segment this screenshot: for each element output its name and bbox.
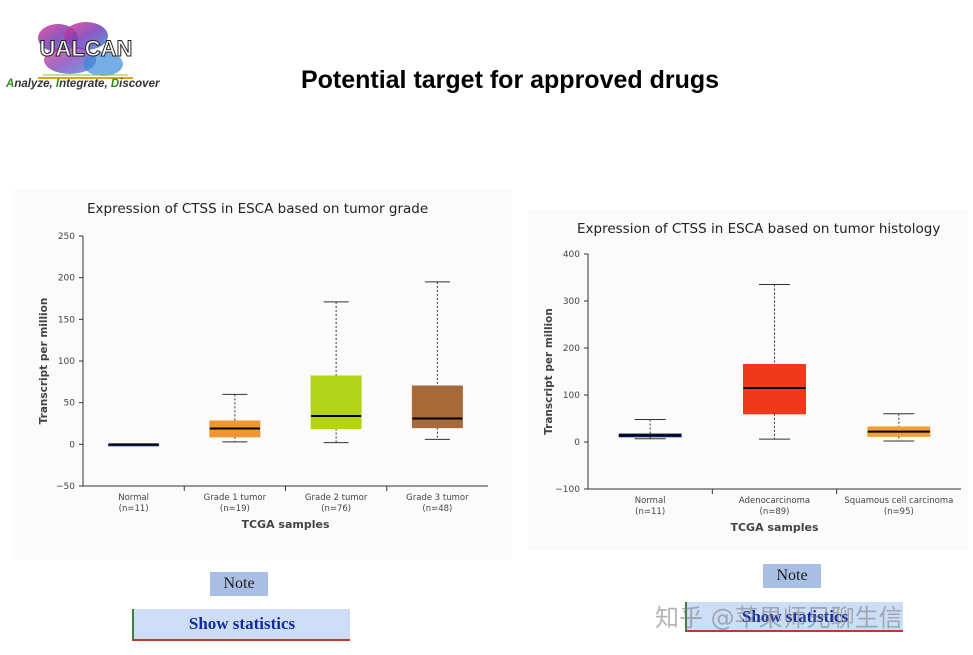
category-count: (n=76) [321,504,351,514]
chart-title: Expression of CTSS in ESCA based on tumo… [87,201,428,217]
y-tick-label: 100 [563,391,580,401]
y-tick-label: −50 [56,482,75,492]
y-tick-label: 50 [64,399,76,409]
y-axis-label: Transcript per million [543,308,555,435]
category-count: (n=19) [220,504,250,514]
page-title: Potential target for approved drugs [300,66,720,94]
category-count: (n=11) [635,507,665,517]
y-tick-label: 250 [58,232,75,242]
y-tick-label: 400 [563,250,580,260]
category-label: Normal [635,496,666,506]
x-axis-label: TCGA samples [241,518,329,531]
category-label: Grade 3 tumor [406,493,469,503]
box [310,375,362,429]
ualcan-logo-graphic: UALCAN [38,22,133,79]
category-label: Squamous cell carcinoma [844,496,953,506]
category-count: (n=11) [119,504,149,514]
category-count: (n=89) [760,507,790,517]
category-label: Normal [118,493,149,503]
logo-tagline: Analyze, Integrate, Discover [6,78,160,90]
grade-boxplot-chart: Expression of CTSS in ESCA based on tumo… [38,201,488,531]
category-label: Adenocarcinoma [739,496,810,506]
grade-chart-panel [12,190,512,560]
y-tick-label: 0 [69,440,75,450]
x-axis-label: TCGA samples [730,521,818,534]
ualcan-logo: UALCAN [8,20,188,100]
logo-wordmark: UALCAN [40,36,133,61]
y-tick-label: 200 [563,344,580,354]
chart-title: Expression of CTSS in ESCA based on tumo… [577,221,940,237]
y-tick-label: −100 [555,485,580,495]
show-statistics-button-grade[interactable]: Show statistics [132,609,350,641]
show-statistics-button-histology[interactable]: Show statistics [685,602,903,632]
note-button-histology[interactable]: Note [763,564,821,588]
y-tick-label: 200 [58,274,75,284]
category-count: (n=48) [422,504,452,514]
category-label: Grade 2 tumor [305,493,368,503]
box [743,363,806,415]
histology-boxplot-chart: Expression of CTSS in ESCA based on tumo… [543,221,961,534]
y-tick-label: 150 [58,315,75,325]
y-axis-label: Transcript per million [38,298,50,425]
y-tick-label: 300 [563,297,580,307]
y-tick-label: 100 [58,357,75,367]
watermark-text: 知乎 @苹果师兄聊生信 [655,604,903,632]
box [411,385,463,429]
category-label: Grade 1 tumor [204,493,267,503]
note-button-grade[interactable]: Note [210,572,268,596]
y-tick-label: 0 [574,438,580,448]
category-count: (n=95) [884,507,914,517]
